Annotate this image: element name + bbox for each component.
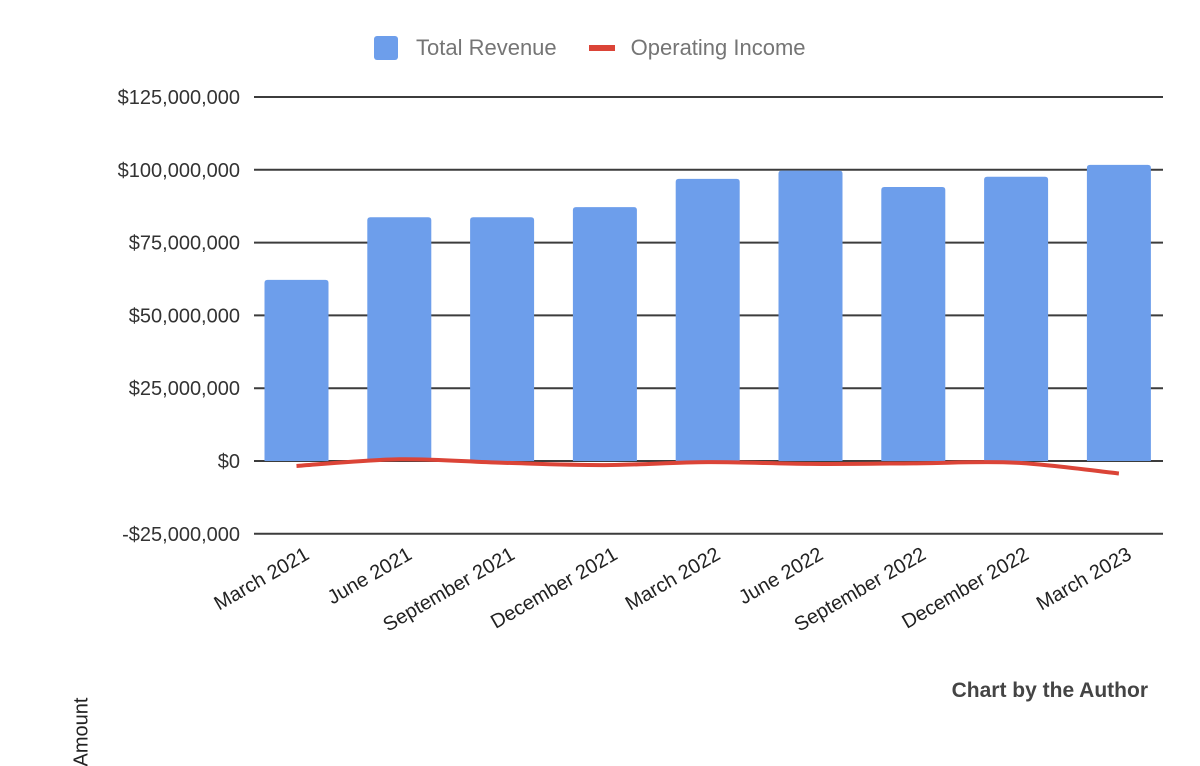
bar[interactable] bbox=[984, 176, 1049, 461]
y-tick-label: $75,000,000 bbox=[129, 233, 240, 255]
bar-series-total-revenue bbox=[264, 164, 1151, 462]
bar[interactable] bbox=[367, 217, 432, 461]
legend-label: Total Revenue bbox=[416, 35, 557, 60]
legend-swatch-box-icon bbox=[374, 36, 398, 60]
legend-item-operating-income[interactable]: Operating Income bbox=[588, 35, 806, 61]
legend-swatch-line-icon bbox=[588, 45, 615, 51]
bar[interactable] bbox=[1086, 164, 1151, 461]
chart-legend: Total Revenue Operating Income bbox=[374, 34, 838, 62]
bar[interactable] bbox=[470, 217, 535, 461]
bar[interactable] bbox=[881, 186, 946, 461]
line-series-operating-income bbox=[296, 457, 1120, 476]
bar[interactable] bbox=[572, 207, 637, 461]
legend-label: Operating Income bbox=[630, 35, 806, 60]
x-tick-label: June 2022 bbox=[735, 543, 827, 609]
bar[interactable] bbox=[675, 178, 740, 461]
y-tick-label: $0 bbox=[218, 451, 240, 473]
y-axis-ticks: -$25,000,000 $0 $25,000,000 $50,000,000 $75,… bbox=[118, 87, 240, 546]
operating-income-line[interactable] bbox=[296, 457, 1120, 476]
y-tick-label: $25,000,000 bbox=[129, 378, 240, 400]
legend-item-total-revenue[interactable]: Total Revenue bbox=[374, 35, 557, 61]
x-tick-label: March 2021 bbox=[211, 543, 313, 615]
chart-canvas: -$25,000,000 $0 $25,000,000 $50,000,000 $75,… bbox=[118, 87, 1163, 636]
chart-credit: Chart by the Author bbox=[951, 679, 1148, 702]
y-tick-label: $100,000,000 bbox=[118, 160, 240, 182]
bar[interactable] bbox=[778, 170, 843, 462]
bar[interactable] bbox=[264, 279, 329, 461]
x-tick-label: March 2022 bbox=[622, 543, 724, 615]
y-tick-label: $50,000,000 bbox=[129, 305, 240, 327]
y-tick-label: -$25,000,000 bbox=[122, 524, 240, 546]
x-tick-label: March 2023 bbox=[1033, 543, 1135, 615]
y-tick-label: $125,000,000 bbox=[118, 87, 240, 109]
x-tick-label: June 2021 bbox=[324, 543, 416, 609]
